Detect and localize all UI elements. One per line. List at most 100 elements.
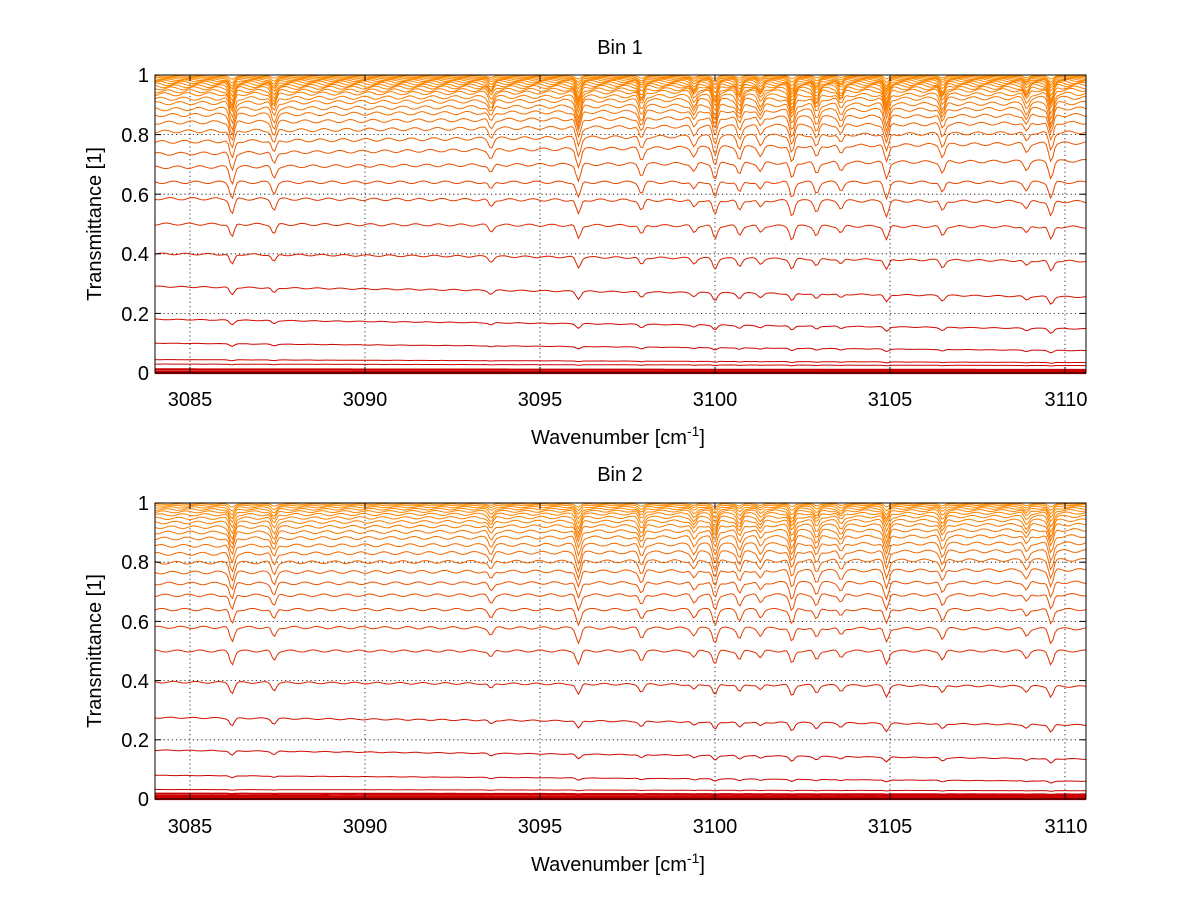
x-axis-label-base: Wavenumber [cm xyxy=(531,854,687,876)
series-line-s20 xyxy=(154,141,1087,172)
y-axis-label: Transmittance [1] xyxy=(84,574,106,728)
series-line-s10 xyxy=(154,522,1087,545)
series-line-s22 xyxy=(154,180,1087,201)
panel-bin-2: Bin 2 0 0.2 0.4 0.6 0.8 1 3085 3090 3095… xyxy=(84,464,1088,876)
series-line-s15 xyxy=(154,557,1087,582)
series-line-s02 xyxy=(155,75,1086,80)
series-line-s14 xyxy=(154,549,1087,574)
series-line-s15 xyxy=(154,100,1087,132)
y-axis-label: Transmittance [1] xyxy=(84,147,106,301)
x-tick-label: 3090 xyxy=(343,816,388,838)
series-line-s16 xyxy=(154,568,1087,591)
y-tick-label: 0.6 xyxy=(121,612,149,634)
x-tick-label: 3090 xyxy=(343,389,388,411)
series-group xyxy=(154,74,1087,375)
series-line-s04 xyxy=(154,505,1087,516)
series-line-s03 xyxy=(154,75,1087,84)
x-axis-label: Wavenumber [cm-1] xyxy=(531,423,705,449)
series-line-s08 xyxy=(155,514,1087,535)
series-line-s19 xyxy=(154,130,1087,159)
plot-area-frame xyxy=(154,502,1087,800)
series-line-s25 xyxy=(154,252,1087,272)
series-line-s21 xyxy=(154,158,1087,186)
series-line-s17 xyxy=(154,580,1087,601)
series-line-s31 xyxy=(155,368,1086,372)
series-line-s23 xyxy=(154,196,1087,219)
chart-title: Bin 1 xyxy=(597,37,643,59)
x-tick-label: 3110 xyxy=(1044,816,1087,838)
series-line-s18 xyxy=(154,592,1087,612)
series-line-s21 xyxy=(154,649,1087,666)
series-line-s28 xyxy=(154,342,1087,354)
series-line-s02 xyxy=(154,503,1086,508)
series-line-s26 xyxy=(154,285,1087,305)
series-line-s07 xyxy=(154,78,1087,100)
panel-bin-1: Bin 1 0 0.2 0.4 0.6 0.8 1 3085 3090 3095… xyxy=(84,37,1088,449)
y-tick-label: 0.8 xyxy=(121,552,149,574)
y-tick-label: 0.4 xyxy=(121,244,149,266)
series-line-s13 xyxy=(154,541,1087,566)
series-group xyxy=(154,502,1087,801)
x-tick-label: 3110 xyxy=(1044,389,1087,411)
x-tick-label: 3085 xyxy=(168,816,213,838)
x-axis-label-close: ] xyxy=(699,427,705,449)
series-line-s11 xyxy=(154,528,1087,550)
series-line-s27 xyxy=(154,318,1087,334)
y-tick-labels: 0 0.2 0.4 0.6 0.8 1 xyxy=(121,65,149,385)
y-tick-label: 0.2 xyxy=(121,730,149,752)
y-tick-labels: 0 0.2 0.4 0.6 0.8 1 xyxy=(121,493,149,811)
series-line-s14 xyxy=(154,95,1087,125)
x-axis-label-close: ] xyxy=(699,854,705,876)
y-tick-label: 0.8 xyxy=(121,125,149,147)
x-axis-label-exponent: -1 xyxy=(687,423,700,439)
axis-ticks xyxy=(155,74,1086,374)
series-line-s29 xyxy=(154,359,1086,364)
series-line-s24 xyxy=(155,749,1086,764)
x-tick-label: 3105 xyxy=(868,816,913,838)
series-line-s17 xyxy=(154,112,1087,142)
x-tick-labels: 3085 3090 3095 3100 3105 3110 xyxy=(168,816,1088,838)
x-axis-label-base: Wavenumber [cm xyxy=(531,427,687,449)
series-line-s06 xyxy=(154,508,1087,525)
series-line-s10 xyxy=(154,83,1087,108)
series-line-s16 xyxy=(154,106,1087,136)
series-line-s09 xyxy=(154,518,1087,541)
series-line-s27 xyxy=(154,792,1086,796)
y-tick-label: 0.2 xyxy=(121,304,149,326)
series-line-s26 xyxy=(155,789,1086,792)
series-line-s08 xyxy=(155,80,1087,103)
x-axis-label-exponent: -1 xyxy=(687,850,700,866)
series-line-s28 xyxy=(155,794,1086,798)
series-line-s06 xyxy=(154,77,1087,95)
series-line-s12 xyxy=(154,534,1087,557)
series-line-s04 xyxy=(154,76,1087,88)
axis-ticks xyxy=(155,502,1086,800)
series-line-s03 xyxy=(154,504,1087,512)
x-tick-label: 3100 xyxy=(693,816,738,838)
series-line-s20 xyxy=(154,625,1087,645)
x-axis-label: Wavenumber [cm-1] xyxy=(531,850,705,876)
series-line-s22 xyxy=(154,680,1087,699)
y-tick-label: 0 xyxy=(138,363,149,385)
series-line-s23 xyxy=(154,716,1087,733)
y-tick-label: 0 xyxy=(138,789,149,811)
series-line-s24 xyxy=(154,222,1086,241)
series-line-s30 xyxy=(155,363,1086,367)
y-tick-label: 0.6 xyxy=(121,185,149,207)
series-line-s05 xyxy=(154,507,1086,520)
series-line-s12 xyxy=(154,87,1087,114)
x-tick-label: 3085 xyxy=(168,389,213,411)
x-tick-label: 3105 xyxy=(868,389,913,411)
x-tick-label: 3095 xyxy=(518,389,563,411)
series-line-s11 xyxy=(154,85,1087,110)
series-line-s13 xyxy=(154,91,1087,121)
series-line-s25 xyxy=(154,774,1086,784)
x-tick-label: 3095 xyxy=(518,816,563,838)
series-line-s19 xyxy=(154,607,1087,627)
x-tick-labels: 3085 3090 3095 3100 3105 3110 xyxy=(168,389,1088,411)
y-tick-label: 1 xyxy=(138,493,149,515)
y-tick-label: 0.4 xyxy=(121,671,149,693)
y-tick-label: 1 xyxy=(138,65,149,87)
